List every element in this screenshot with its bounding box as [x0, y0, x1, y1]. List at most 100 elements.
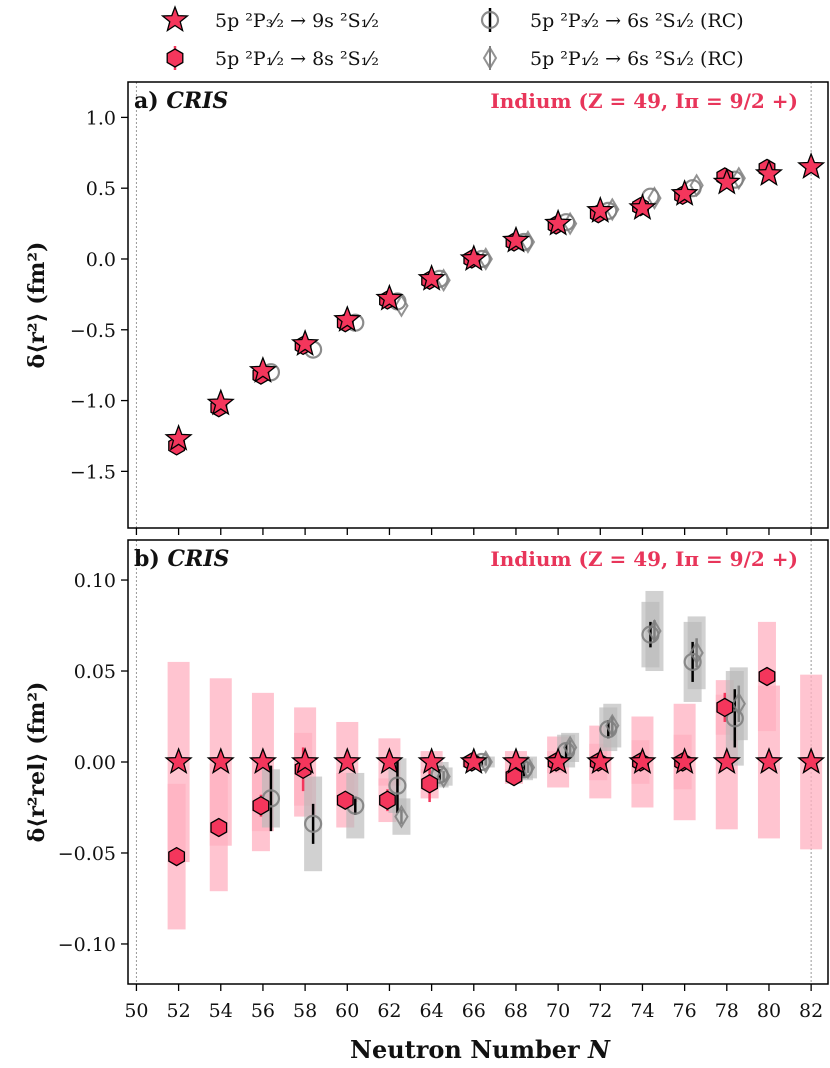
data-point-circle [725, 709, 744, 728]
data-point-diamond [520, 755, 536, 780]
legend-label: 5p ²P₃⁄₂ → 9s ²S₁⁄₂ [215, 10, 379, 32]
data-point-star [797, 152, 826, 179]
element-annotation: Indium (Z = 49, Iπ = 9/2 +) [490, 89, 798, 113]
plot-frame [127, 81, 829, 529]
y-tick-label: −0.10 [58, 934, 116, 956]
panel-b: 0.10 0.05 0.00 −0.05 −0.10 50 52 54 56 58 60 62 64 66… [24, 539, 829, 1022]
data-point-circle [599, 720, 618, 739]
x-tick-label: 62 [377, 1000, 401, 1022]
data-point-star [206, 388, 235, 416]
data-point-star [712, 747, 741, 774]
data-point-hex [379, 790, 396, 810]
data-point-star [290, 747, 320, 774]
x-tick-label: 56 [251, 1000, 275, 1022]
x-tick-label: 66 [462, 1000, 486, 1022]
data-point-circle [683, 652, 702, 672]
legend-label: 5p ²P₁⁄₂ → 8s ²S₁⁄₂ [215, 48, 379, 70]
data-point-star [333, 305, 362, 332]
data-point-star [164, 423, 193, 451]
x-tick-label: 76 [673, 1000, 697, 1022]
x-tick-label: 78 [715, 1000, 739, 1022]
data-point-star [670, 747, 699, 774]
x-tick-label: 54 [209, 1000, 233, 1022]
x-tick-label: 50 [124, 1000, 148, 1022]
legend-marker-diamond [482, 46, 498, 70]
data-point-star [586, 195, 615, 223]
data-point-star [754, 159, 784, 186]
x-tick-label: 58 [293, 1000, 317, 1022]
data-point-hex [758, 666, 776, 687]
data-point-star [164, 747, 193, 774]
y-tick-label: 0.00 [74, 752, 116, 774]
data-point-circle [388, 776, 407, 795]
y-tick-label: −0.5 [70, 320, 116, 342]
y-tick-label: 1.0 [86, 107, 116, 129]
y-tick-label: 0.10 [74, 570, 116, 592]
data-point-hex [210, 817, 228, 838]
data-point-star [712, 167, 741, 195]
data-point-star [375, 747, 404, 774]
x-tick-label: 72 [588, 1000, 612, 1022]
data-point-star [459, 747, 488, 774]
data-point-star [628, 747, 657, 774]
legend-marker-hex [166, 48, 184, 68]
x-tick-label: 82 [799, 1000, 823, 1022]
data-point-star [544, 747, 573, 774]
data-point-hex [421, 774, 439, 794]
data-point-star [797, 747, 826, 774]
data-point-star [206, 747, 235, 774]
data-point-diamond [689, 640, 704, 665]
data-point-star [248, 747, 278, 774]
y-tick-label: 0.05 [74, 661, 116, 683]
x-axis-label: Neutron Number N [350, 1035, 611, 1064]
data-point-hex [168, 846, 186, 867]
panel-title: a) CRIS [134, 88, 228, 114]
data-point-star [586, 747, 615, 774]
data-point-star [670, 179, 699, 206]
x-tick-label: 60 [335, 1000, 359, 1022]
data-point-circle [304, 814, 323, 833]
data-point-star [333, 747, 362, 774]
data-point-star [501, 747, 531, 774]
x-tick-label: 80 [757, 1000, 781, 1022]
data-point-star [290, 329, 320, 357]
data-point-circle [430, 765, 449, 784]
x-tick-label: 74 [630, 1000, 654, 1022]
data-point-diamond [731, 166, 746, 191]
data-point-star [628, 193, 657, 220]
x-tick-label: 70 [546, 1000, 570, 1022]
legend-marker-circle [480, 10, 500, 30]
data-point-star [248, 355, 278, 383]
y-tick-label: −1.5 [70, 461, 116, 483]
data-point-diamond [731, 691, 746, 716]
y-axis-label: δ⟨r²⟩ (fm²) [24, 242, 50, 369]
data-point-star [417, 263, 446, 291]
panel-title: b) CRIS [134, 546, 229, 572]
data-point-hex [252, 795, 270, 816]
data-point-diamond [394, 804, 409, 829]
data-point-star [375, 283, 404, 311]
x-tick-label: 68 [504, 1000, 528, 1022]
y-tick-label: −0.05 [58, 843, 116, 865]
x-tick-label: 52 [167, 1000, 191, 1022]
data-point-circle [641, 625, 660, 644]
panel-a: 1.0 0.5 0.0 −0.5 −1.0 −1.5 a) CRIS Indium (Z = … [24, 81, 829, 535]
data-point-star [544, 208, 573, 236]
y-tick-label: 0.5 [86, 178, 116, 200]
data-point-hex [336, 790, 354, 810]
data-point-star [501, 225, 531, 253]
data-point-star [417, 747, 446, 774]
legend-marker-star [160, 5, 190, 32]
y-axis-label: δ⟨r²rel⟩ (fm²) [24, 682, 50, 843]
element-annotation: Indium (Z = 49, Iπ = 9/2 +) [490, 547, 798, 571]
data-point-hex [716, 697, 734, 718]
legend: 5p ²P₃⁄₂ → 9s ²S₁⁄₂ 5p ²P₁⁄₂ → 8s ²S₁⁄₂ 5p… [160, 5, 744, 70]
legend-label: 5p ²P₁⁄₂ → 6s ²S₁⁄₂ (RC) [530, 48, 744, 70]
legend-label: 5p ²P₃⁄₂ → 6s ²S₁⁄₂ (RC) [530, 10, 744, 32]
data-point-star [459, 244, 488, 271]
data-point-star [754, 747, 784, 774]
y-tick-label: −1.0 [70, 391, 116, 413]
x-tick-label: 64 [420, 1000, 444, 1022]
y-tick-label: 0.0 [86, 249, 116, 271]
